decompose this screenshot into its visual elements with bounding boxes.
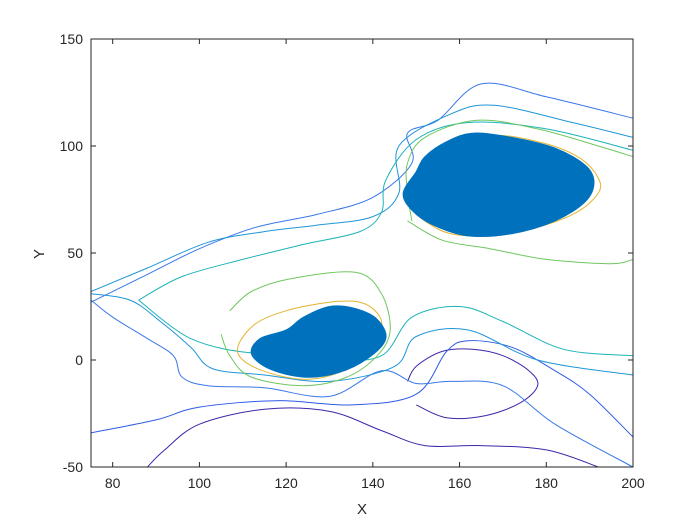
contour-line-5-1 xyxy=(138,121,633,301)
contour-line-4-1 xyxy=(91,104,633,292)
x-axis-label: X xyxy=(357,501,367,518)
x-tick-label-120: 120 xyxy=(274,475,298,491)
x-tick-label-100: 100 xyxy=(188,475,212,491)
x-axis-ticks: 80 100 120 140 160 180 200 xyxy=(105,39,645,491)
contour-line-4-2 xyxy=(91,293,633,383)
contour-line-3-2 xyxy=(91,299,633,467)
plot-background xyxy=(91,39,633,467)
x-tick-label-180: 180 xyxy=(535,475,559,491)
y-tick-label-0: 0 xyxy=(75,352,83,368)
y-axis-ticks: -50 0 50 100 150 xyxy=(60,31,633,475)
contour-line-3-1 xyxy=(91,82,633,303)
contour-line-1-2 xyxy=(407,348,539,420)
filled-regions xyxy=(250,132,595,378)
contour-line-6-2 xyxy=(407,220,633,265)
x-tick-label-200: 200 xyxy=(621,475,645,491)
contour-line-2-1 xyxy=(91,340,633,438)
y-tick-label-50: 50 xyxy=(67,245,83,261)
y-axis-label: Y xyxy=(31,249,48,259)
contour-line-6-3 xyxy=(220,271,391,387)
x-tick-label-160: 160 xyxy=(448,475,472,491)
filled-region-upper-blob xyxy=(402,132,595,237)
y-tick-label-150: 150 xyxy=(60,31,84,47)
filled-region-lower-blob xyxy=(250,305,387,378)
x-tick-label-140: 140 xyxy=(361,475,385,491)
x-tick-label-80: 80 xyxy=(105,475,121,491)
contour-line-1-1 xyxy=(147,407,599,467)
y-tick-label--50: -50 xyxy=(63,459,83,475)
y-tick-label-100: 100 xyxy=(60,138,84,154)
